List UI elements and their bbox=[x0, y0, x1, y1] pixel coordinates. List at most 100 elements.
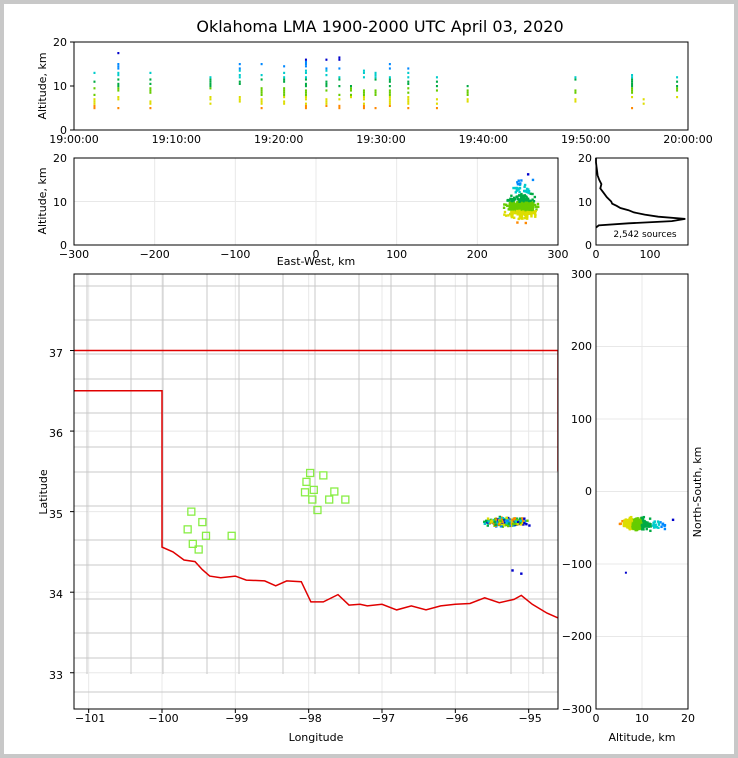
ew-source-mark bbox=[512, 202, 515, 205]
ew-source-mark bbox=[503, 203, 506, 206]
ew-source-mark bbox=[528, 203, 531, 207]
ew-source-mark bbox=[522, 194, 525, 197]
storm-source-mark bbox=[518, 521, 522, 524]
flash-source-mark bbox=[283, 71, 286, 74]
flash-source-mark bbox=[238, 80, 241, 83]
flash-source-mark bbox=[93, 80, 96, 83]
ns-source-mark bbox=[652, 526, 656, 529]
ns-source-mark bbox=[633, 520, 636, 523]
ew-source-mark bbox=[530, 213, 533, 216]
lma-station-marker bbox=[325, 495, 334, 504]
map-xlabel: Longitude bbox=[289, 731, 344, 744]
ew-source-mark bbox=[509, 205, 513, 208]
flash-source-mark bbox=[304, 107, 307, 110]
flash-source-mark bbox=[238, 100, 241, 103]
ew-source-mark bbox=[523, 216, 527, 220]
flash-source-mark bbox=[149, 89, 152, 92]
county-line bbox=[74, 282, 558, 287]
county-line bbox=[74, 629, 558, 634]
ns-source-mark bbox=[624, 518, 628, 521]
ew-source-mark bbox=[531, 202, 534, 205]
flash-source-mark bbox=[362, 98, 365, 101]
flash-source-mark bbox=[388, 93, 391, 96]
lma-stations bbox=[183, 468, 350, 554]
storm-source-mark bbox=[520, 521, 523, 525]
ns-source-mark bbox=[634, 524, 637, 528]
ns-source-mark bbox=[636, 524, 639, 527]
county-line bbox=[310, 274, 316, 674]
flash-source-mark bbox=[209, 87, 212, 90]
county-line bbox=[74, 375, 558, 380]
p3-ytick-10: 10 bbox=[578, 196, 592, 209]
ew-source-mark bbox=[510, 214, 513, 217]
ew-source-mark bbox=[510, 215, 514, 219]
ew-source-mark bbox=[517, 179, 520, 182]
ns-tick-label: 200 bbox=[571, 340, 592, 353]
flash-source-mark bbox=[388, 67, 391, 70]
flash-source-mark bbox=[209, 96, 212, 99]
ew-xlabel: East-West, km bbox=[277, 255, 355, 268]
flash-source-mark bbox=[338, 78, 341, 81]
ns-source-mark bbox=[653, 520, 657, 523]
ns-source-mark bbox=[631, 519, 635, 522]
storm-source-mark bbox=[507, 518, 510, 522]
flash-source-mark bbox=[304, 63, 307, 66]
flash-source-mark bbox=[349, 87, 352, 90]
ew-source-mark bbox=[518, 214, 522, 218]
storm-source-mark bbox=[512, 522, 515, 526]
flash-source-mark bbox=[260, 78, 263, 81]
county-line bbox=[74, 502, 558, 507]
ew-source-mark bbox=[530, 203, 533, 206]
flash-source-mark bbox=[574, 76, 577, 79]
flash-source-mark bbox=[260, 102, 263, 105]
ew-source-mark bbox=[502, 206, 506, 209]
ns-source-mark bbox=[628, 521, 631, 525]
flash-source-mark bbox=[388, 100, 391, 103]
county-line bbox=[74, 654, 558, 659]
ew-tick-label: 300 bbox=[548, 248, 569, 261]
ew-source-mark bbox=[529, 201, 533, 205]
flash-source-mark bbox=[676, 85, 679, 88]
storm-source-mark bbox=[498, 517, 501, 520]
flash-source-mark bbox=[338, 107, 341, 110]
ew-source-mark bbox=[503, 213, 506, 216]
flash-source-mark bbox=[388, 96, 391, 99]
plan-map-frame bbox=[73, 273, 559, 710]
ew-source-mark bbox=[516, 202, 519, 205]
flash-source-mark bbox=[93, 98, 96, 101]
ns-source-mark bbox=[628, 526, 632, 529]
ns-xlabel: Altitude, km bbox=[608, 731, 675, 744]
storm-source-mark bbox=[501, 516, 505, 520]
county-line bbox=[82, 274, 88, 674]
flash-source-mark bbox=[631, 74, 634, 77]
p3-ytick-20: 20 bbox=[578, 152, 592, 165]
flash-source-mark bbox=[93, 87, 96, 90]
flash-source-mark bbox=[325, 85, 328, 88]
flash-source-mark bbox=[260, 107, 263, 110]
ew-source-mark bbox=[516, 221, 519, 224]
ns-source-mark bbox=[643, 520, 646, 523]
ew-source-mark bbox=[504, 214, 508, 217]
ns-source-mark bbox=[651, 524, 655, 527]
ns-source-mark bbox=[649, 525, 652, 528]
ew-source-mark bbox=[526, 215, 529, 219]
ns-source-mark bbox=[622, 520, 626, 524]
ew-source-mark bbox=[524, 201, 528, 205]
county-line bbox=[538, 274, 544, 674]
ew-source-mark bbox=[519, 195, 523, 198]
storm-source-mark bbox=[503, 519, 506, 522]
lma-station-marker bbox=[313, 505, 322, 515]
ns-source-mark bbox=[661, 522, 665, 525]
ew-source-mark bbox=[524, 212, 527, 215]
flash-source-mark bbox=[283, 76, 286, 79]
flash-source-mark bbox=[407, 71, 410, 74]
ew-source-mark bbox=[516, 181, 519, 184]
ew-source-mark bbox=[519, 182, 522, 185]
flash-source-mark bbox=[325, 67, 328, 70]
altitude-ns-panel: 300 200 100 0 −100 −200 −300 0 10 20 Alt… bbox=[562, 268, 704, 744]
flash-source-mark bbox=[238, 74, 241, 77]
ew-source-mark bbox=[526, 173, 530, 176]
storm-source-mark bbox=[500, 522, 504, 526]
flash-source-mark bbox=[466, 100, 469, 103]
ew-source-mark bbox=[524, 204, 527, 207]
